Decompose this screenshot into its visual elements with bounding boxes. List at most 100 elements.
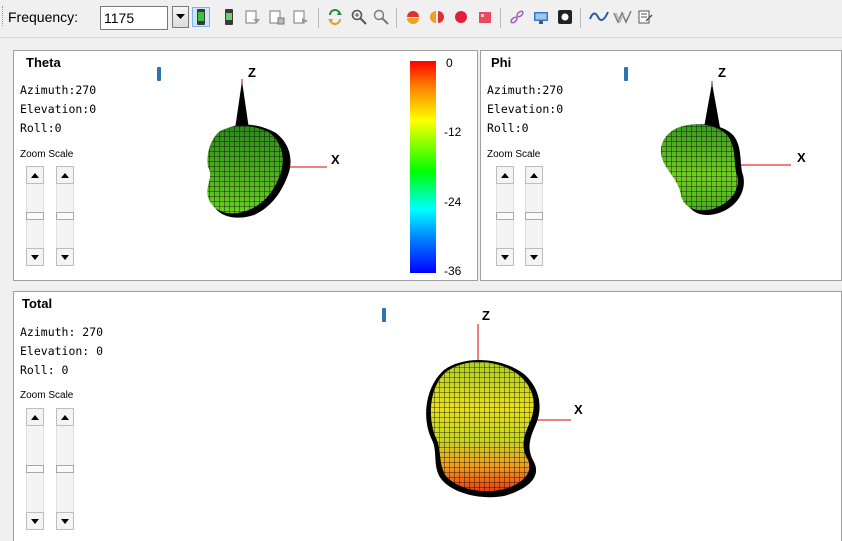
- zoom-in-button[interactable]: [350, 7, 368, 27]
- record-button[interactable]: [556, 7, 574, 27]
- toolbar-separator: [396, 8, 397, 28]
- chain-button[interactable]: [508, 7, 526, 27]
- zoom-scale-label: Zoom Scale: [20, 390, 74, 401]
- frequency-dropdown-button[interactable]: [172, 6, 189, 28]
- panel-title: Theta: [26, 55, 61, 70]
- z-axis-label: Z: [248, 65, 256, 80]
- wave-button[interactable]: [588, 7, 610, 27]
- slider-up-button[interactable]: [56, 166, 74, 184]
- antenna-green-button[interactable]: [192, 7, 210, 27]
- panel-title: Phi: [491, 55, 512, 70]
- z-axis-label: Z: [482, 308, 490, 323]
- azimuth-readout: Azimuth:270: [20, 83, 97, 97]
- azimuth-readout: Azimuth:270: [487, 83, 564, 97]
- zoom-slider[interactable]: [26, 166, 45, 266]
- export-a-icon: [245, 10, 260, 24]
- orientation-cube-icon[interactable]: [382, 308, 386, 322]
- export-c-button[interactable]: [292, 7, 310, 27]
- arrow-down-icon: [61, 254, 69, 260]
- half-sphere-button[interactable]: [404, 7, 422, 27]
- zoom-slider[interactable]: [26, 408, 45, 530]
- orientation-cube-icon[interactable]: [624, 67, 628, 81]
- notes-button[interactable]: [636, 7, 654, 27]
- antenna-button[interactable]: [220, 7, 238, 27]
- phi-pattern-view[interactable]: [481, 51, 842, 281]
- zoom-slider[interactable]: [496, 166, 515, 266]
- scale-slider[interactable]: [56, 166, 75, 266]
- toolbar-separator: [500, 8, 501, 28]
- roll-readout: Roll:0: [20, 121, 62, 135]
- export-b-icon: [269, 10, 285, 25]
- slider-down-button[interactable]: [26, 512, 44, 530]
- orientation-cube-icon[interactable]: [157, 67, 161, 81]
- azimuth-readout: Azimuth: 270: [20, 325, 104, 339]
- export-b-button[interactable]: [268, 7, 286, 27]
- split-sphere-icon: [430, 11, 444, 23]
- scale-tick: -24: [444, 195, 462, 209]
- frequency-input[interactable]: [100, 6, 168, 30]
- slider-thumb[interactable]: [525, 212, 543, 220]
- cube-button[interactable]: [476, 7, 494, 27]
- monitor-button[interactable]: [532, 7, 550, 27]
- arrow-down-icon: [61, 518, 69, 524]
- phi-panel[interactable]: Phi Azimuth:270 Elevation:0 Roll:0 Zoom …: [480, 50, 842, 281]
- export-a-button[interactable]: [244, 7, 262, 27]
- arrow-up-icon: [501, 172, 509, 178]
- view-info: Azimuth:270 Elevation:0 Roll:0: [20, 81, 96, 138]
- toolbar-separator: [318, 8, 319, 28]
- wave-icon: [589, 11, 609, 22]
- main-lobe: [234, 81, 250, 136]
- scale-slider[interactable]: [56, 408, 75, 530]
- scale-tick: 0: [446, 56, 453, 70]
- chevron-down-icon: [176, 14, 185, 19]
- slider-down-button[interactable]: [56, 512, 74, 530]
- antenna-green-icon: [197, 9, 205, 25]
- double-wave-button[interactable]: [612, 7, 634, 27]
- toolbar: Frequency:: [0, 0, 842, 38]
- slider-down-button[interactable]: [26, 248, 44, 266]
- slider-thumb[interactable]: [496, 212, 514, 220]
- slider-thumb[interactable]: [56, 212, 74, 220]
- x-axis-label: X: [797, 150, 806, 165]
- slider-down-button[interactable]: [56, 248, 74, 266]
- slider-down-button[interactable]: [525, 248, 543, 266]
- frequency-label: Frequency:: [8, 9, 79, 25]
- double-wave-icon: [613, 10, 632, 24]
- toolbar-grip[interactable]: [2, 6, 4, 26]
- z-axis-label: Z: [718, 65, 726, 80]
- slider-up-button[interactable]: [56, 408, 74, 426]
- theta-pattern-view[interactable]: [14, 51, 478, 281]
- slider-up-button[interactable]: [496, 166, 514, 184]
- arrow-down-icon: [31, 518, 39, 524]
- sphere-button[interactable]: [452, 7, 470, 27]
- view-info: Azimuth:270 Elevation:0 Roll:0: [487, 81, 563, 138]
- rotate-button[interactable]: [326, 7, 344, 27]
- slider-down-button[interactable]: [496, 248, 514, 266]
- notes-icon: [638, 10, 653, 24]
- slider-thumb[interactable]: [26, 465, 44, 473]
- scale-tick: -36: [444, 264, 462, 278]
- export-c-icon: [293, 10, 308, 24]
- total-panel[interactable]: Total Azimuth: 270 Elevation: 0 Roll: 0 …: [13, 291, 842, 541]
- zoom-scale-label: Zoom Scale: [487, 149, 541, 160]
- slider-thumb[interactable]: [56, 465, 74, 473]
- sphere-icon: [455, 11, 467, 23]
- scale-slider[interactable]: [525, 166, 544, 266]
- arrow-up-icon: [31, 172, 39, 178]
- slider-up-button[interactable]: [525, 166, 543, 184]
- elevation-readout: Elevation: 0: [20, 344, 104, 358]
- rotate-icon: [328, 9, 342, 25]
- slider-thumb[interactable]: [26, 212, 44, 220]
- slider-up-button[interactable]: [26, 166, 44, 184]
- zoom-out-button[interactable]: [372, 7, 390, 27]
- color-scale-bar: [410, 61, 436, 273]
- monitor-icon: [534, 12, 548, 24]
- arrow-down-icon: [31, 254, 39, 260]
- total-pattern-view[interactable]: [14, 292, 842, 541]
- half-sphere-icon: [407, 11, 419, 24]
- slider-up-button[interactable]: [26, 408, 44, 426]
- arrow-up-icon: [61, 414, 69, 420]
- split-sphere-button[interactable]: [428, 7, 446, 27]
- theta-panel[interactable]: Theta Azimuth:270 Elevation:0 Roll:0 Zoo…: [13, 50, 478, 281]
